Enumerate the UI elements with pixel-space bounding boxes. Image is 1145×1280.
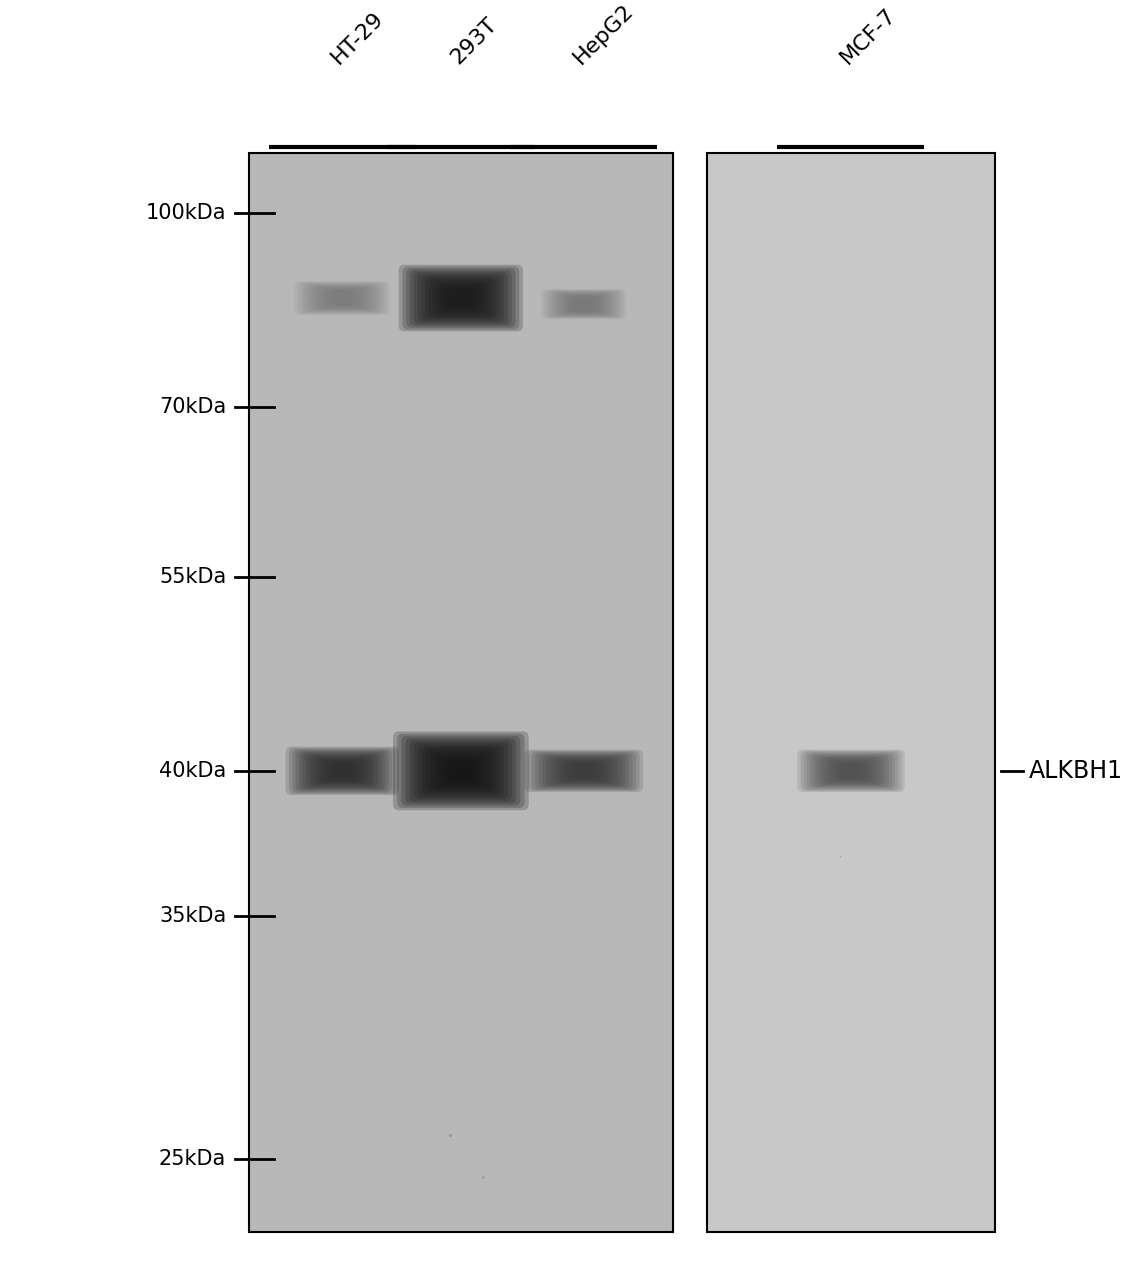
- FancyBboxPatch shape: [431, 751, 491, 790]
- FancyBboxPatch shape: [302, 753, 381, 788]
- FancyBboxPatch shape: [319, 759, 365, 783]
- FancyBboxPatch shape: [439, 756, 483, 786]
- FancyBboxPatch shape: [299, 751, 385, 790]
- FancyBboxPatch shape: [816, 755, 885, 786]
- FancyBboxPatch shape: [413, 742, 508, 799]
- FancyBboxPatch shape: [813, 755, 889, 787]
- FancyBboxPatch shape: [425, 278, 497, 319]
- FancyBboxPatch shape: [797, 750, 905, 792]
- FancyBboxPatch shape: [289, 748, 395, 794]
- FancyBboxPatch shape: [433, 282, 489, 315]
- FancyBboxPatch shape: [807, 753, 895, 788]
- FancyBboxPatch shape: [413, 271, 508, 324]
- FancyBboxPatch shape: [434, 754, 488, 788]
- FancyBboxPatch shape: [397, 733, 524, 808]
- FancyBboxPatch shape: [313, 756, 371, 786]
- FancyBboxPatch shape: [550, 756, 618, 785]
- FancyBboxPatch shape: [440, 284, 482, 311]
- FancyBboxPatch shape: [406, 269, 515, 328]
- FancyBboxPatch shape: [402, 266, 519, 329]
- FancyBboxPatch shape: [292, 749, 392, 792]
- FancyBboxPatch shape: [804, 751, 899, 790]
- FancyBboxPatch shape: [309, 755, 374, 787]
- FancyBboxPatch shape: [556, 759, 611, 783]
- FancyBboxPatch shape: [810, 754, 892, 788]
- FancyBboxPatch shape: [524, 750, 643, 792]
- FancyBboxPatch shape: [410, 270, 512, 326]
- FancyBboxPatch shape: [248, 152, 673, 1231]
- FancyBboxPatch shape: [423, 748, 499, 795]
- FancyBboxPatch shape: [706, 152, 995, 1231]
- Text: 25kDa: 25kDa: [159, 1148, 227, 1169]
- Text: 55kDa: 55kDa: [159, 567, 227, 586]
- FancyBboxPatch shape: [426, 749, 496, 792]
- FancyBboxPatch shape: [285, 746, 398, 795]
- FancyBboxPatch shape: [820, 756, 883, 785]
- Text: HT-29: HT-29: [327, 8, 388, 68]
- FancyBboxPatch shape: [306, 754, 378, 787]
- FancyBboxPatch shape: [401, 736, 520, 806]
- FancyBboxPatch shape: [535, 753, 632, 788]
- Text: 40kDa: 40kDa: [159, 760, 227, 781]
- FancyBboxPatch shape: [543, 755, 625, 787]
- Text: 100kDa: 100kDa: [145, 204, 227, 223]
- FancyBboxPatch shape: [428, 279, 492, 317]
- FancyBboxPatch shape: [418, 745, 504, 797]
- FancyBboxPatch shape: [393, 731, 529, 810]
- FancyBboxPatch shape: [316, 758, 368, 785]
- Text: 70kDa: 70kDa: [159, 397, 227, 417]
- FancyBboxPatch shape: [295, 750, 388, 791]
- Text: 293T: 293T: [447, 14, 500, 68]
- FancyBboxPatch shape: [405, 739, 516, 804]
- FancyBboxPatch shape: [528, 750, 640, 791]
- FancyBboxPatch shape: [421, 275, 500, 320]
- FancyBboxPatch shape: [531, 751, 635, 790]
- Text: ALKBH1: ALKBH1: [1029, 759, 1123, 783]
- FancyBboxPatch shape: [410, 740, 512, 801]
- Text: 35kDa: 35kDa: [159, 906, 227, 927]
- FancyBboxPatch shape: [418, 274, 504, 323]
- FancyBboxPatch shape: [800, 750, 901, 791]
- Text: HepG2: HepG2: [570, 0, 638, 68]
- Text: MCF-7: MCF-7: [837, 4, 900, 68]
- FancyBboxPatch shape: [539, 754, 629, 788]
- FancyBboxPatch shape: [546, 755, 622, 786]
- FancyBboxPatch shape: [436, 283, 485, 314]
- FancyBboxPatch shape: [553, 758, 615, 783]
- FancyBboxPatch shape: [398, 265, 523, 332]
- FancyBboxPatch shape: [443, 758, 479, 783]
